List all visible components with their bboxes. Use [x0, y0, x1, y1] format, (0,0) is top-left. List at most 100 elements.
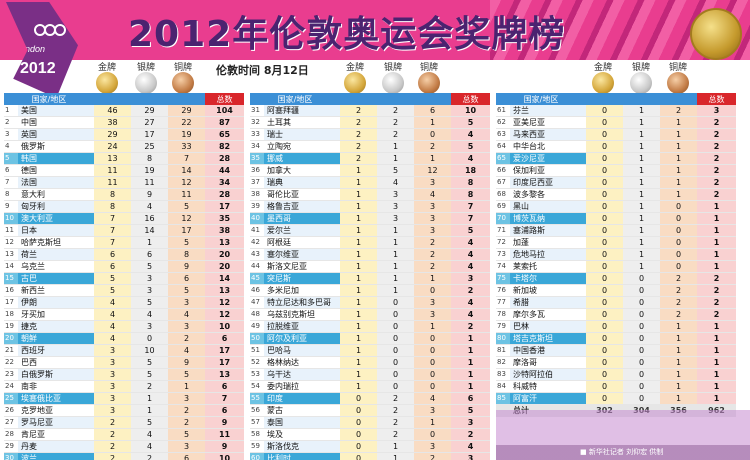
country-name: 泰国 — [264, 416, 341, 430]
silver-count: 3 — [377, 212, 415, 226]
gold-count: 1 — [340, 272, 378, 286]
country-name: 突尼斯 — [264, 272, 341, 286]
country-name: 斯洛伐克 — [264, 440, 341, 454]
table-row: 43 塞尔维亚 1 1 2 4 — [250, 248, 491, 262]
table-row: 14 乌克兰 6 5 9 20 — [4, 260, 245, 274]
silver-count: 0 — [623, 272, 661, 286]
silver-header: 银牌 — [383, 63, 402, 73]
total-count: 1 — [451, 332, 491, 346]
bronze-count: 2 — [168, 416, 206, 430]
gold-count: 3 — [94, 344, 132, 358]
bronze-count: 12 — [168, 176, 206, 190]
rank-cell: 35 — [250, 152, 264, 166]
country-name: 摩洛哥 — [510, 356, 587, 370]
gold-count: 11 — [94, 176, 132, 190]
gold-count: 1 — [340, 284, 378, 298]
total-count: 1 — [697, 368, 737, 382]
total-count: 4 — [451, 152, 491, 166]
rank-cell: 76 — [496, 284, 510, 298]
country-name: 波多黎各 — [510, 188, 587, 202]
table-row: 30 波兰 2 2 6 10 — [4, 452, 245, 460]
rank-cell: 27 — [4, 416, 18, 430]
silver-medal-icon — [135, 72, 157, 94]
total-count: 1 — [697, 392, 737, 406]
bronze-count: 1 — [660, 320, 698, 334]
bronze-count: 0 — [414, 344, 452, 358]
bronze-medal-icon — [418, 72, 440, 94]
rank-cell: 38 — [250, 188, 264, 202]
total-count: 44 — [205, 164, 245, 178]
country-name: 印度尼西亚 — [510, 176, 587, 190]
silver-count: 9 — [131, 188, 169, 202]
bronze-count: 2 — [660, 105, 698, 118]
country-name: 乌兹别克斯坦 — [264, 308, 341, 322]
silver-count: 3 — [377, 188, 415, 202]
table-row: 6 德国 11 19 14 44 — [4, 164, 245, 178]
table-row: 60 比利时 0 1 2 3 — [250, 452, 491, 460]
silver-count: 1 — [623, 212, 661, 226]
table-row: 24 南非 3 2 1 6 — [4, 380, 245, 394]
gold-count: 0 — [586, 140, 624, 154]
table-row: 27 罗马尼亚 2 5 2 9 — [4, 416, 245, 430]
country-name: 古巴 — [18, 272, 95, 286]
rank-cell: 1 — [4, 105, 18, 118]
gold-count: 2 — [340, 128, 378, 142]
gold-count: 0 — [586, 344, 624, 358]
silver-count: 1 — [623, 105, 661, 118]
rank-cell: 22 — [4, 356, 18, 370]
bronze-count: 14 — [168, 164, 206, 178]
country-name: 阿尔及利亚 — [264, 332, 341, 346]
gold-column-header — [586, 93, 624, 105]
rank-cell: 84 — [496, 380, 510, 394]
table-row: 12 哈萨克斯坦 7 1 5 13 — [4, 236, 245, 250]
country-name: 阿富汗 — [510, 392, 587, 406]
country-name: 危地马拉 — [510, 248, 587, 262]
total-count: 13 — [205, 284, 245, 298]
rank-cell: 69 — [496, 200, 510, 214]
rank-cell: 60 — [250, 452, 264, 460]
silver-count: 1 — [131, 404, 169, 418]
gold-count: 0 — [340, 404, 378, 418]
medal-table-1: 国家/地区 总数 1 美国 46 29 29 104 2 中国 38 27 22 87 3 英国 29 17 1… — [4, 93, 245, 460]
total-count: 6 — [205, 332, 245, 346]
silver-column-header — [131, 93, 169, 105]
country-name: 埃塞俄比亚 — [18, 392, 95, 406]
total-count: 2 — [697, 176, 737, 190]
silver-count: 0 — [377, 380, 415, 394]
rank-cell: 41 — [250, 224, 264, 238]
total-count: 2 — [697, 272, 737, 286]
total-count: 1 — [697, 248, 737, 262]
silver-count: 0 — [623, 308, 661, 322]
rank-cell: 48 — [250, 308, 264, 322]
gold-count: 0 — [586, 188, 624, 202]
silver-count: 1 — [623, 140, 661, 154]
total-count: 7 — [451, 212, 491, 226]
table-row: 26 克罗地亚 3 1 2 6 — [4, 404, 245, 418]
silver-count: 2 — [377, 428, 415, 442]
gold-count: 0 — [586, 164, 624, 178]
bronze-count: 1 — [414, 416, 452, 430]
bronze-count: 2 — [660, 308, 698, 322]
silver-count: 4 — [377, 176, 415, 190]
total-count: 1 — [697, 212, 737, 226]
country-name: 亚美尼亚 — [510, 116, 587, 130]
gold-medal-icon — [592, 72, 614, 94]
gold-count: 7 — [94, 236, 132, 250]
country-name: 芬兰 — [510, 105, 587, 118]
bronze-count: 0 — [414, 368, 452, 382]
bronze-count: 17 — [168, 224, 206, 238]
table-row: 19 捷克 4 3 3 10 — [4, 320, 245, 334]
total-count: 3 — [451, 416, 491, 430]
silver-count: 0 — [377, 356, 415, 370]
table-row: 15 古巴 5 3 6 14 — [4, 272, 245, 286]
bronze-count: 3 — [414, 308, 452, 322]
country-name: 匈牙利 — [18, 200, 95, 214]
table-row: 67 印度尼西亚 0 1 1 2 — [496, 176, 737, 190]
table-row: 20 朝鲜 4 0 2 6 — [4, 332, 245, 346]
country-name: 拉脱维亚 — [264, 320, 341, 334]
total-count: 2 — [697, 164, 737, 178]
table-row: 79 巴林 0 0 1 1 — [496, 320, 737, 334]
table-row: 28 肯尼亚 2 4 5 11 — [4, 428, 245, 442]
table-row: 7 法国 11 11 12 34 — [4, 176, 245, 190]
total-count: 7 — [451, 200, 491, 214]
